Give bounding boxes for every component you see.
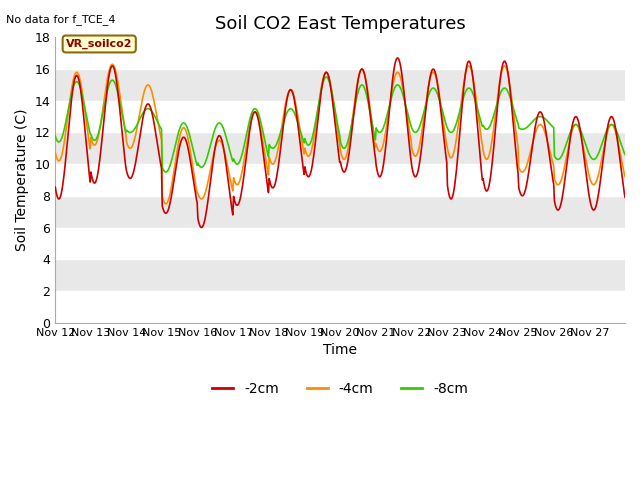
Bar — [55, 164, 625, 196]
X-axis label: Time: Time — [323, 343, 357, 357]
Title: Soil CO2 East Temperatures: Soil CO2 East Temperatures — [215, 15, 465, 33]
Bar — [55, 228, 625, 259]
Bar — [55, 37, 625, 69]
Bar — [55, 101, 625, 132]
Legend: -2cm, -4cm, -8cm: -2cm, -4cm, -8cm — [207, 376, 474, 401]
Bar — [55, 291, 625, 323]
Y-axis label: Soil Temperature (C): Soil Temperature (C) — [15, 109, 29, 251]
Text: VR_soilco2: VR_soilco2 — [66, 39, 132, 49]
Text: No data for f_TCE_4: No data for f_TCE_4 — [6, 14, 116, 25]
